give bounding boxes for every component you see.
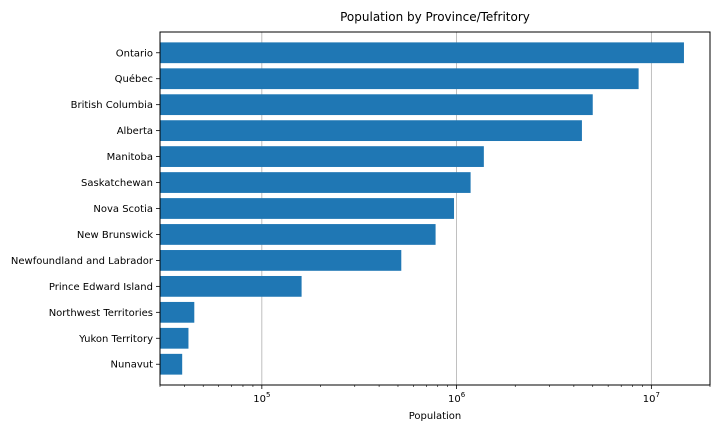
category-label: Northwest Territories <box>49 308 153 319</box>
x-tick-label: 105 <box>253 391 270 405</box>
bar-nunavut <box>160 353 183 375</box>
bar-alberta <box>160 120 582 142</box>
category-label: British Columbia <box>71 100 153 111</box>
x-tick-label: 107 <box>643 391 660 405</box>
category-label: Manitoba <box>107 152 153 163</box>
x-axis: 105 106 107 <box>159 385 711 405</box>
category-label: Prince Edward Island <box>49 282 153 293</box>
bar-yukon-territory <box>160 327 189 349</box>
bar-newfoundland-and-labrador <box>160 250 402 271</box>
x-axis-label: Population <box>409 411 462 422</box>
category-label: Nova Scotia <box>93 204 153 215</box>
bar-manitoba <box>160 146 484 167</box>
category-label: Nunavut <box>111 360 154 371</box>
bar-saskatchewan <box>160 172 471 193</box>
category-label: Ontario <box>116 48 153 59</box>
bar-british-columbia <box>160 94 593 116</box>
bar-ontario <box>160 42 684 64</box>
category-label: Québec <box>115 73 153 85</box>
x-tick-label: 106 <box>448 391 466 405</box>
bar-prince-edward-island <box>160 275 302 297</box>
bar-northwest-territories <box>160 301 195 323</box>
y-axis: Ontario Québec British Columbia Alberta Mani… <box>11 48 160 371</box>
bar-qu-bec <box>160 68 639 90</box>
category-label: Newfoundland and Labrador <box>11 256 154 267</box>
chart-title: Population by Province/Tefritory <box>340 10 530 24</box>
bars <box>160 42 684 375</box>
category-label: New Brunswick <box>77 230 153 241</box>
category-label: Saskatchewan <box>81 178 153 189</box>
bar-nova-scotia <box>160 198 455 219</box>
bar-new-brunswick <box>160 224 436 245</box>
category-label: Alberta <box>117 126 153 137</box>
category-label: Yukon Territory <box>78 334 153 345</box>
